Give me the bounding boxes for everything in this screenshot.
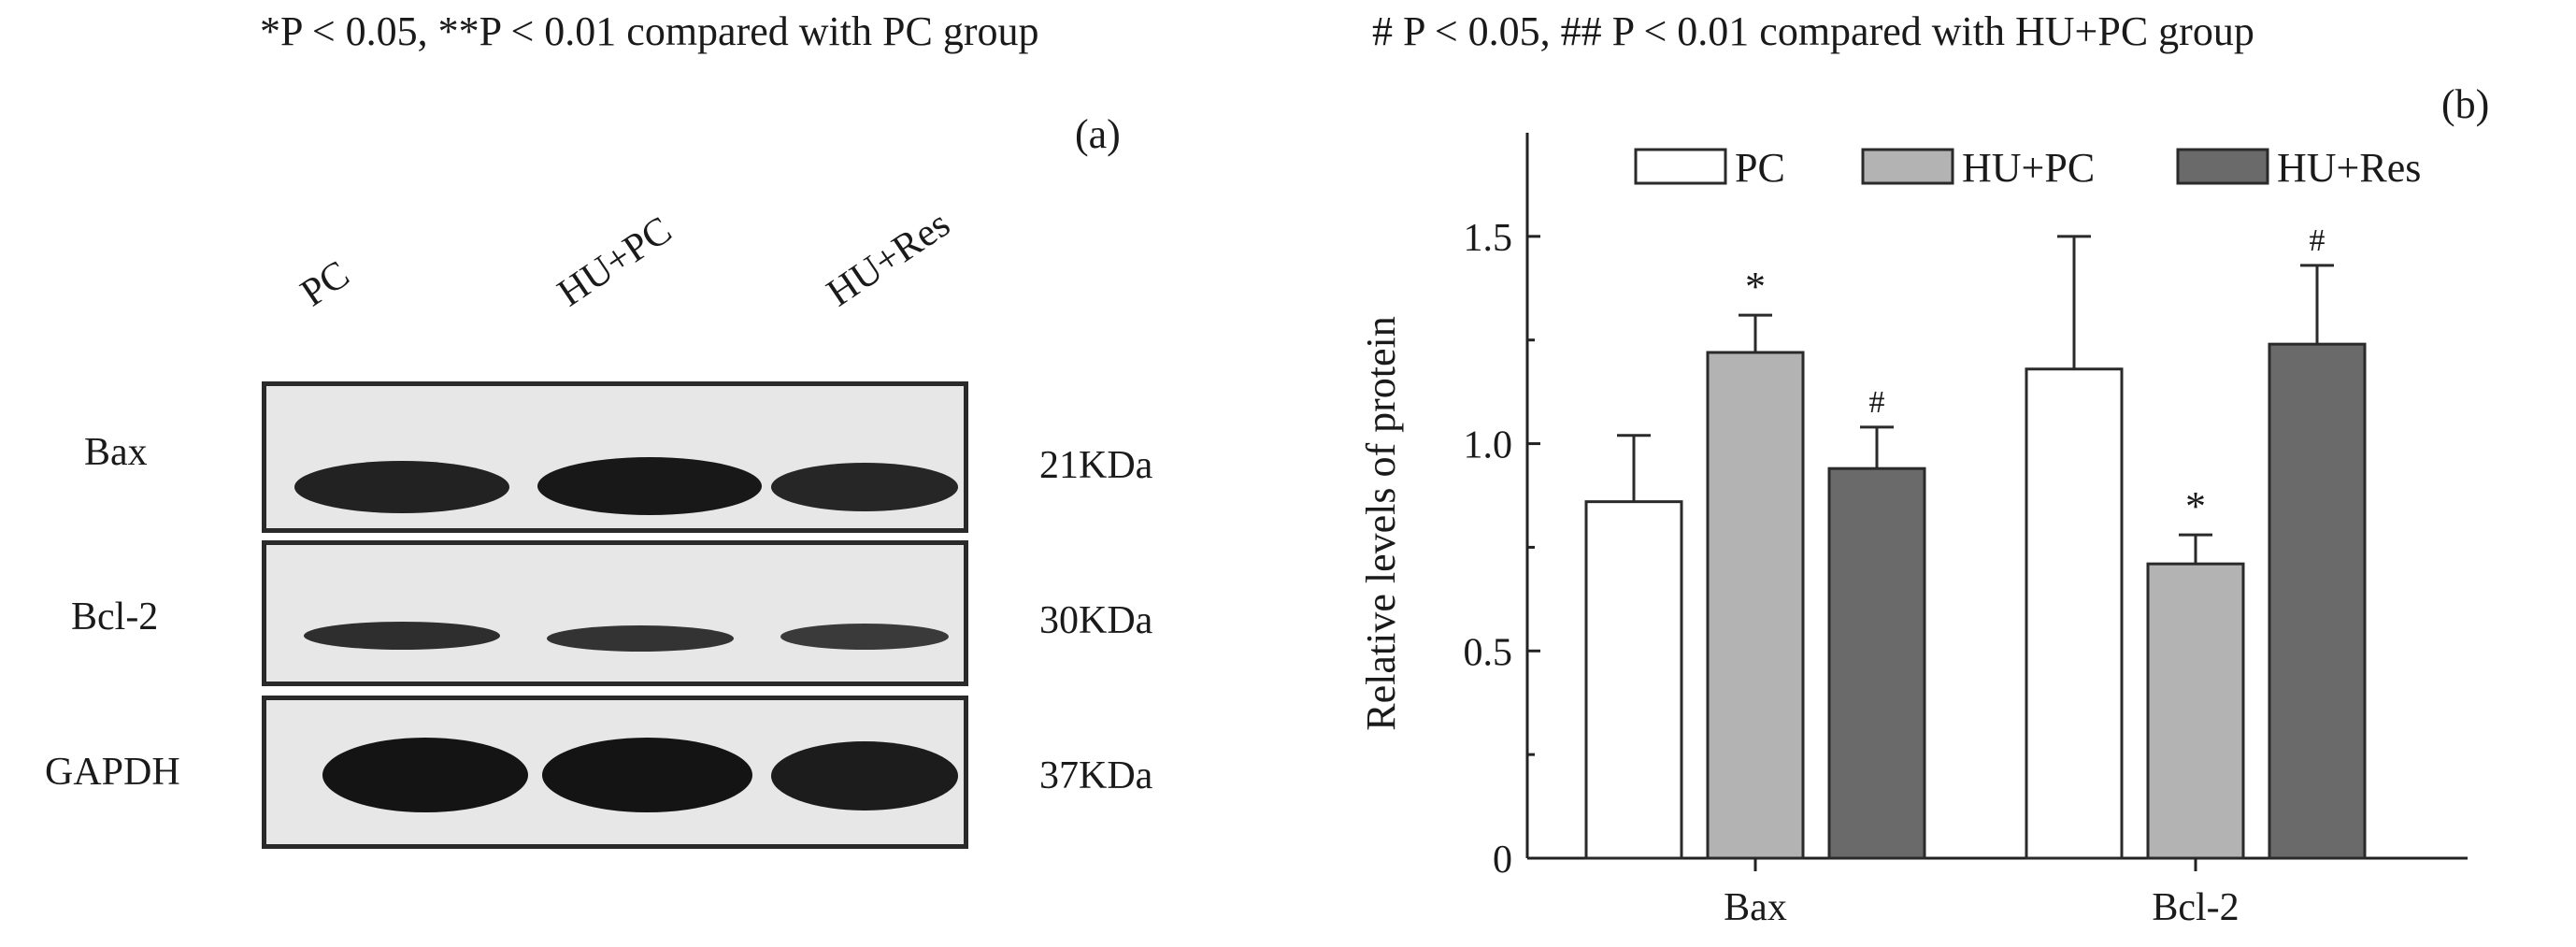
blot-strip-bcl2 (262, 540, 968, 686)
y-tick-label: 1.0 (1464, 424, 1513, 467)
legend-entry: HU+Res (2277, 145, 2421, 191)
y-axis-label: Relative levels of protein (1358, 316, 1404, 731)
row-label-gapdh: GAPDH (45, 751, 180, 794)
y-tick-label: 1.5 (1464, 217, 1513, 260)
bar (2146, 562, 2245, 860)
bar (2268, 342, 2367, 860)
kda-label-bcl2: 30KDa (1039, 599, 1153, 642)
row-label-bax: Bax (84, 431, 148, 474)
significance-mark: # (1869, 385, 1885, 420)
significance-mark: * (2185, 483, 2206, 529)
x-tick-label: Bax (1724, 886, 1787, 929)
bar (2025, 367, 2124, 860)
legend-swatch (2176, 148, 2269, 185)
band-bax-pc (294, 461, 509, 513)
y-tick-label: 0.5 (1464, 631, 1513, 674)
row-label-bcl2: Bcl-2 (71, 595, 159, 639)
band-bax-hu-pc (537, 457, 762, 515)
blot-strip-gapdh (262, 696, 968, 849)
band-bcl2-hu-pc (547, 625, 734, 652)
band-bcl2-hu-res (780, 624, 949, 650)
x-tick-label: Bcl-2 (2152, 886, 2239, 929)
kda-label-gapdh: 37KDa (1039, 754, 1153, 797)
band-bax-hu-res (771, 463, 958, 511)
significance-note-left: *P < 0.05, **P < 0.01 compared with PC g… (260, 8, 1039, 54)
bar (1827, 466, 1926, 860)
band-gapdh-hu-res (771, 741, 958, 811)
panel-b-label: (b) (2441, 81, 2490, 127)
y-tick-label: 0 (1493, 839, 1512, 882)
legend-swatch (1634, 148, 1727, 185)
significance-note-right: # P < 0.05, ## P < 0.01 compared with HU… (1372, 8, 2254, 54)
significance-mark: * (1745, 264, 1766, 309)
legend-swatch (1861, 148, 1954, 185)
kda-label-bax: 21KDa (1039, 444, 1153, 487)
legend-entry: PC (1735, 145, 1785, 191)
band-bcl2-pc (304, 622, 500, 650)
bar (1706, 351, 1805, 860)
significance-mark: # (2310, 223, 2326, 258)
legend-entry: HU+PC (1962, 145, 2095, 191)
band-gapdh-pc (322, 738, 528, 812)
bar (1584, 500, 1683, 860)
panel-a-label: (a) (1075, 111, 1121, 157)
band-gapdh-hu-pc (542, 738, 752, 812)
blot-strip-bax (262, 381, 968, 533)
